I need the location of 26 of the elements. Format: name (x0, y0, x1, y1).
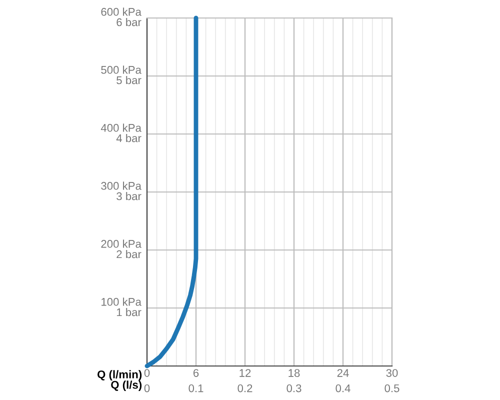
x2-tick-label: 0.5 (384, 384, 400, 392)
y2-tick-label: 5 bar (116, 76, 142, 84)
x2-tick-label: 0.3 (286, 384, 302, 392)
y2-tick-label: 3 bar (116, 192, 142, 200)
y-tick-label: 200 kPa (101, 240, 142, 248)
x2-tick-label: 0.1 (188, 384, 204, 392)
x-tick-label: 0 (144, 369, 150, 377)
x2-tick-label: 0 (144, 384, 150, 392)
x-axis-title: Q (l/min) (98, 370, 142, 381)
y-tick-label: 400 kPa (100, 124, 142, 132)
y2-tick-label: 4 bar (116, 134, 142, 142)
y2-tick-label: 1 bar (116, 308, 142, 316)
y2-tick-label: 6 bar (116, 18, 142, 26)
x2-tick-label: 0.2 (238, 384, 252, 392)
x2-tick-label: 0.4 (336, 384, 350, 392)
y-tick-label: 100 kPa (102, 298, 142, 306)
y-tick-label: 500 kPa (101, 66, 142, 74)
x2-axis-title: Q (l/s) (111, 380, 142, 391)
y2-tick-label: 2 bar (116, 250, 142, 258)
x-tick-label: 6 (193, 369, 199, 377)
x-tick-label: 30 (386, 369, 398, 377)
y-tick-label: 300 kPa (101, 182, 142, 190)
x-tick-label: 12 (240, 369, 251, 377)
y-tick-label: 600 kPa (101, 8, 142, 16)
x-tick-label: 18 (288, 369, 300, 377)
x-tick-label: 24 (337, 369, 349, 377)
